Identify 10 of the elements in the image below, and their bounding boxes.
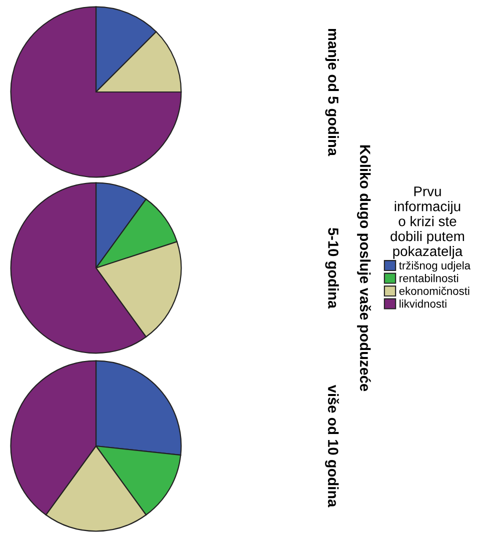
legend-label: tržišnog udjela [399, 261, 471, 272]
legend-title: Prvu informaciju o krizi ste dobili putem pokazatelja [390, 186, 464, 259]
text: Koliko dugo posluje vaše poduzeće [357, 145, 371, 392]
text: više od 10 godina [325, 384, 339, 508]
legend-label: rentabilnosti [400, 274, 458, 282]
pie-slice [10, 6, 182, 178]
legend-label: likvidnosti [400, 300, 446, 308]
legend-label: ekonomičnosti [399, 286, 470, 295]
text: 5-10 godina [325, 228, 339, 309]
text: manje od 5 godina [325, 28, 339, 156]
